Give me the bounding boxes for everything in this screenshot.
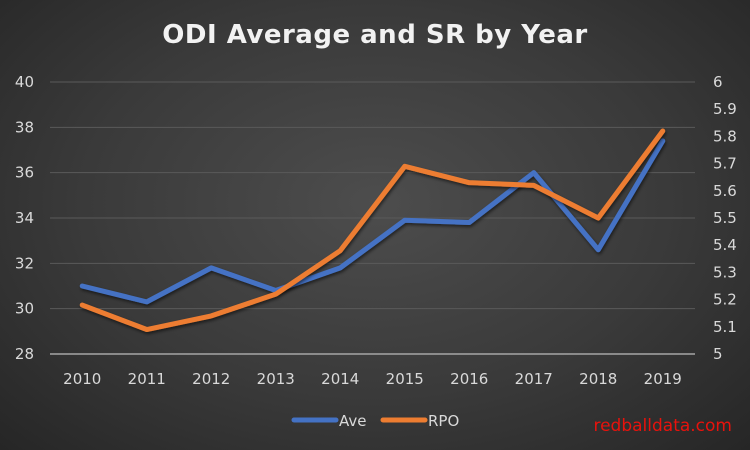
y-left-tick-label: 34 bbox=[15, 209, 34, 227]
chart-title: ODI Average and SR by Year bbox=[162, 20, 588, 50]
legend-label-ave: Ave bbox=[339, 412, 367, 430]
y-left-tick-label: 28 bbox=[15, 345, 34, 363]
x-tick-label: 2011 bbox=[128, 370, 166, 388]
y-right-tick-label: 5.5 bbox=[713, 209, 737, 227]
x-tick-label: 2016 bbox=[450, 370, 488, 388]
y-right-tick-label: 5 bbox=[713, 345, 723, 363]
x-tick-label: 2012 bbox=[192, 370, 230, 388]
x-tick-label: 2018 bbox=[579, 370, 617, 388]
x-tick-label: 2019 bbox=[644, 370, 682, 388]
y-right-tick-label: 5.7 bbox=[713, 155, 737, 173]
y-left-tick-label: 30 bbox=[15, 300, 34, 318]
legend-label-rpo: RPO bbox=[428, 412, 459, 430]
y-left-tick-label: 40 bbox=[15, 73, 34, 91]
y-right-tick-label: 5.4 bbox=[713, 236, 737, 254]
y-right-tick-label: 5.3 bbox=[713, 263, 737, 281]
y-left-tick-label: 36 bbox=[15, 164, 34, 182]
y-right-tick-label: 5.9 bbox=[713, 100, 737, 118]
x-tick-label: 2015 bbox=[386, 370, 424, 388]
x-tick-label: 2017 bbox=[515, 370, 553, 388]
y-right-tick-label: 5.8 bbox=[713, 127, 737, 145]
watermark: redballdata.com bbox=[593, 416, 732, 436]
x-tick-label: 2014 bbox=[321, 370, 359, 388]
y-left-tick-label: 38 bbox=[15, 118, 34, 136]
series-line-ave bbox=[79, 138, 666, 305]
x-tick-label: 2010 bbox=[63, 370, 101, 388]
y-right-tick-label: 5.1 bbox=[713, 318, 737, 336]
series-line-rpo bbox=[79, 128, 666, 333]
x-tick-label: 2013 bbox=[257, 370, 295, 388]
y-right-tick-label: 5.2 bbox=[713, 291, 737, 309]
y-right-tick-label: 5.6 bbox=[713, 182, 737, 200]
y-left-tick-label: 32 bbox=[15, 254, 34, 272]
y-right-tick-label: 6 bbox=[713, 73, 723, 91]
